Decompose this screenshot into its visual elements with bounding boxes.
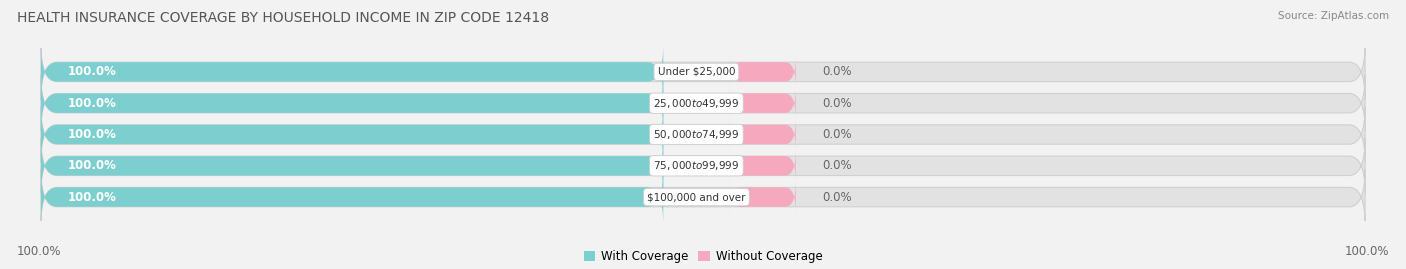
Text: 0.0%: 0.0% — [823, 65, 852, 78]
Text: $100,000 and over: $100,000 and over — [647, 192, 745, 202]
Text: 100.0%: 100.0% — [1344, 245, 1389, 258]
Text: HEALTH INSURANCE COVERAGE BY HOUSEHOLD INCOME IN ZIP CODE 12418: HEALTH INSURANCE COVERAGE BY HOUSEHOLD I… — [17, 11, 548, 25]
Text: 100.0%: 100.0% — [67, 128, 117, 141]
Text: 0.0%: 0.0% — [823, 97, 852, 110]
FancyBboxPatch shape — [730, 150, 796, 181]
FancyBboxPatch shape — [41, 107, 1365, 162]
Text: 100.0%: 100.0% — [67, 159, 117, 172]
Text: 0.0%: 0.0% — [823, 128, 852, 141]
Text: 100.0%: 100.0% — [67, 65, 117, 78]
Text: 100.0%: 100.0% — [17, 245, 62, 258]
Text: $25,000 to $49,999: $25,000 to $49,999 — [654, 97, 740, 110]
Text: $75,000 to $99,999: $75,000 to $99,999 — [654, 159, 740, 172]
FancyBboxPatch shape — [41, 75, 664, 131]
FancyBboxPatch shape — [41, 107, 664, 162]
Legend: With Coverage, Without Coverage: With Coverage, Without Coverage — [583, 250, 823, 263]
Text: 0.0%: 0.0% — [823, 159, 852, 172]
Text: $50,000 to $74,999: $50,000 to $74,999 — [654, 128, 740, 141]
FancyBboxPatch shape — [41, 75, 1365, 131]
Text: 0.0%: 0.0% — [823, 191, 852, 204]
FancyBboxPatch shape — [41, 169, 1365, 225]
Text: 100.0%: 100.0% — [67, 97, 117, 110]
FancyBboxPatch shape — [730, 182, 796, 213]
FancyBboxPatch shape — [41, 44, 1365, 100]
FancyBboxPatch shape — [730, 56, 796, 87]
FancyBboxPatch shape — [730, 119, 796, 150]
FancyBboxPatch shape — [730, 88, 796, 119]
Text: Source: ZipAtlas.com: Source: ZipAtlas.com — [1278, 11, 1389, 21]
Text: Under $25,000: Under $25,000 — [658, 67, 735, 77]
Text: 100.0%: 100.0% — [67, 191, 117, 204]
FancyBboxPatch shape — [41, 169, 664, 225]
FancyBboxPatch shape — [41, 44, 664, 100]
FancyBboxPatch shape — [41, 138, 1365, 194]
FancyBboxPatch shape — [41, 138, 664, 194]
